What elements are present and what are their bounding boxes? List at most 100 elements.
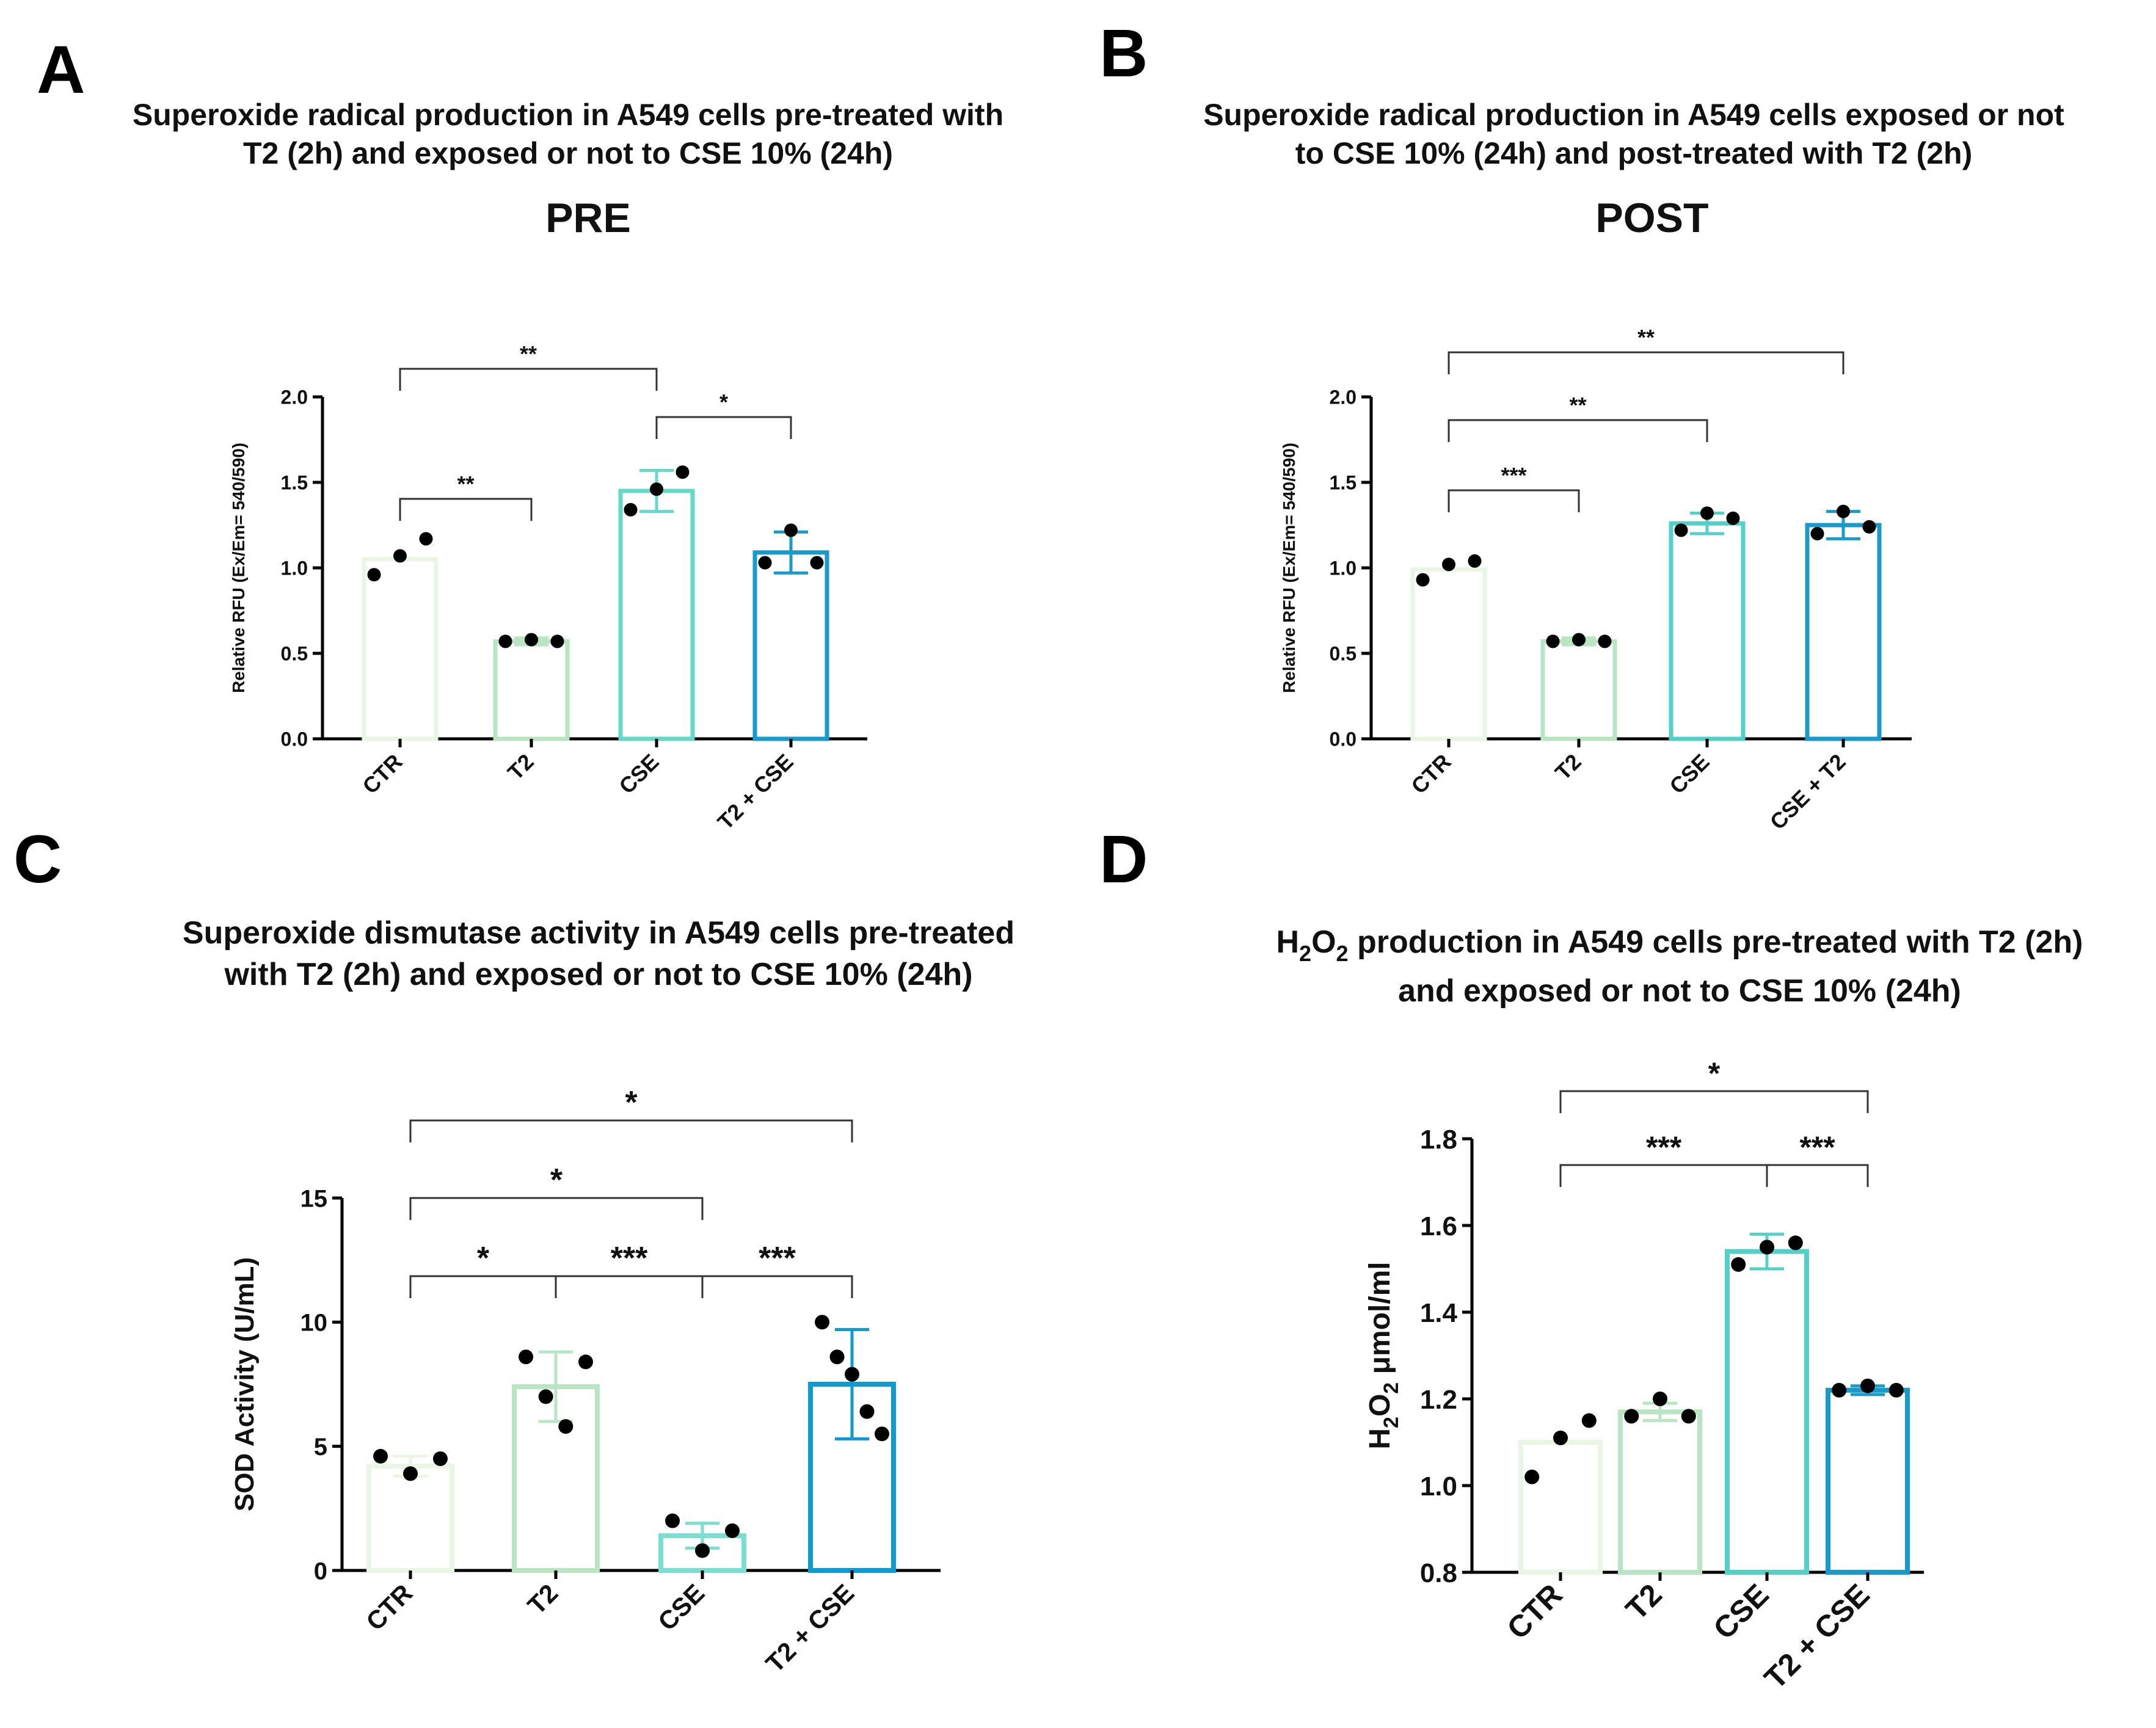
bar-ctr (366, 1464, 454, 1573)
y-tick-label: 0.8 (1420, 1558, 1457, 1588)
y-axis-label: H2O2 μmol/ml (1364, 1262, 1403, 1449)
x-tick-label: CSE (1706, 1577, 1775, 1646)
y-tick-label: 2.0 (281, 387, 308, 408)
significance-bracket (555, 1275, 704, 1298)
data-point (1726, 511, 1740, 525)
significance-bracket (1559, 1090, 1869, 1113)
data-point (1553, 1430, 1568, 1445)
panel-a-header: A Superoxide radical production in A549 … (37, 32, 1003, 241)
y-tick-label: 1.4 (1420, 1298, 1458, 1328)
data-point (1700, 506, 1714, 520)
data-point (1788, 1235, 1803, 1251)
data-point (1888, 1382, 1904, 1398)
panel-b-title-line1: Superoxide radical production in A549 ce… (1203, 98, 2064, 132)
significance-bracket (1766, 1164, 1869, 1187)
panel-c-title-line1: Superoxide dismutase activity in A549 ce… (183, 915, 1014, 951)
y-tick-label: 1.5 (1330, 472, 1357, 494)
data-point (1598, 634, 1612, 648)
y-axis-label: SOD Activity (U/mL) (230, 1257, 260, 1511)
panel-d-title-sub2a: 2 (1299, 941, 1311, 966)
significance-bracket (399, 368, 658, 391)
bar-cse-t2 (1805, 523, 1882, 741)
y-axis-label-part: μmol/ml (1364, 1262, 1396, 1382)
data-point (829, 1349, 845, 1365)
panel-b-header: B Superoxide radical production in A549 … (1099, 16, 2064, 241)
significance-label: *** (759, 1241, 796, 1276)
panel-a-subtitle: PRE (545, 195, 631, 241)
y-tick-label: 1.0 (281, 557, 308, 579)
data-point (695, 1543, 710, 1558)
y-tick-label: 1.0 (1420, 1472, 1457, 1501)
data-point (1860, 1378, 1875, 1393)
significance-bracket (1448, 489, 1580, 512)
data-point (550, 634, 564, 648)
panel-d-title-sub2b: 2 (1336, 941, 1349, 966)
y-tick-label: 1.8 (1420, 1125, 1457, 1155)
significance-bracket (409, 1275, 557, 1298)
x-tick-label: CTR (1501, 1577, 1569, 1646)
x-tick-label: CSE (1664, 749, 1714, 799)
significance-label: * (1708, 1056, 1721, 1091)
data-point (578, 1354, 593, 1370)
y-tick-label: 1.6 (1420, 1211, 1457, 1241)
significance-label: * (550, 1163, 563, 1198)
y-axis-label-part: 2 (1380, 1382, 1403, 1394)
significance-label: ** (1569, 393, 1586, 418)
significance-bracket (409, 1119, 853, 1142)
panel-d-letter: D (1099, 822, 1148, 897)
data-point (665, 1513, 680, 1528)
significance-label: * (477, 1241, 490, 1276)
panel-a-title-line2: T2 (2h) and exposed or not to CSE 10% (2… (243, 136, 893, 170)
data-point (538, 1389, 553, 1404)
y-tick-label: 0.5 (1330, 643, 1357, 665)
panel-a-title-line1: Superoxide radical production in A549 ce… (133, 98, 1003, 132)
panel-c-header: C Superoxide dismutase activity in A549 … (13, 822, 1014, 992)
significance-label: *** (1646, 1130, 1682, 1164)
significance-label: ** (1637, 325, 1655, 350)
x-tick-label: T2 (503, 749, 539, 785)
x-tick-label: T2 + CSE (1758, 1577, 1876, 1696)
panel-b-subtitle: POST (1595, 195, 1708, 241)
panel-d-title-h: H (1276, 924, 1299, 960)
chart-a: 0.0 0.5 1.0 1.5 2.0 Relative RFU (Ex/Em= 540/… (229, 341, 867, 835)
bar-t2 (493, 639, 570, 741)
data-point (1862, 520, 1876, 534)
y-axis-label: Relative RFU (Ex/Em= 540/590) (229, 443, 248, 693)
y-tick-label: 10 (300, 1310, 328, 1337)
significance-label: *** (1501, 463, 1526, 488)
data-point (1416, 573, 1430, 587)
bar-cse (1725, 1249, 1809, 1575)
data-point (815, 1315, 830, 1330)
data-point (676, 465, 690, 479)
x-tick-label: CSE + T2 (1765, 749, 1851, 835)
significance-bracket (1448, 351, 1845, 374)
data-point (1653, 1392, 1667, 1406)
x-tick-label: T2 (522, 1578, 563, 1620)
x-tick-label: T2 + CSE (713, 749, 798, 835)
significance-bracket (701, 1275, 853, 1298)
data-point (393, 549, 407, 563)
panel-d-header: D H2O2 production in A549 cells pre-trea… (1099, 822, 2083, 1009)
data-point (1681, 1409, 1696, 1424)
y-tick-label: 0.0 (1330, 728, 1357, 750)
x-tick-label: CTR (1406, 749, 1455, 799)
data-point (810, 556, 824, 570)
y-tick-label: 2.0 (1330, 387, 1357, 408)
bar-t2-cse (752, 550, 829, 741)
x-tick-label: T2 (1550, 749, 1586, 785)
data-point (624, 503, 638, 517)
data-point (367, 568, 381, 582)
y-tick-label: 1.5 (281, 472, 308, 494)
bar-t2 (1618, 1409, 1702, 1575)
panel-c-letter: C (13, 822, 62, 897)
data-point (1832, 1382, 1847, 1398)
data-point (519, 1349, 534, 1365)
significance-label: *** (1799, 1130, 1835, 1164)
y-axis-label-part: H (1364, 1428, 1396, 1450)
data-point (1524, 1469, 1540, 1484)
data-point (403, 1466, 418, 1481)
data-point (1442, 557, 1455, 572)
data-point (1624, 1409, 1639, 1424)
data-point (558, 1419, 574, 1434)
